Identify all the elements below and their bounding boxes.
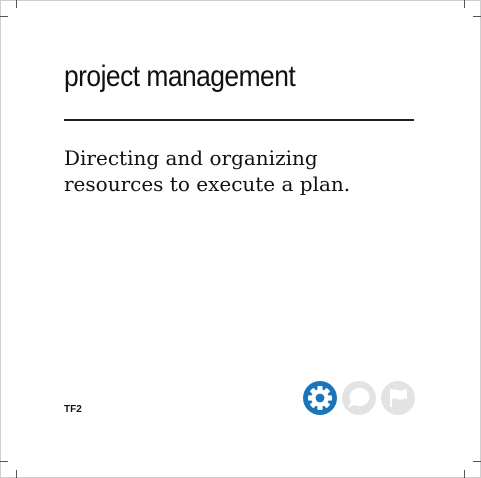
crop-mark-bottom-left-h (0, 461, 8, 462)
card-code: TF2 (64, 404, 82, 415)
crop-mark-bottom-right (464, 470, 465, 478)
term-definition: Directing and organizing resources to ex… (64, 146, 351, 196)
crop-mark-bottom-right-h (473, 461, 481, 462)
card-border-top (0, 0, 481, 1)
crop-mark-top-right-h (473, 16, 481, 17)
term-title: project management (64, 60, 296, 93)
flag-icon[interactable] (381, 381, 415, 415)
speech-bubble-icon[interactable] (342, 381, 376, 415)
crop-mark-top-right (464, 0, 465, 8)
card-border-left (0, 0, 1, 478)
crop-mark-top-left (16, 0, 17, 8)
crop-mark-bottom-left (16, 470, 17, 478)
title-divider (64, 119, 414, 121)
crop-mark-top-left-h (0, 16, 8, 17)
icon-row (302, 381, 416, 417)
gear-icon[interactable] (303, 381, 337, 415)
